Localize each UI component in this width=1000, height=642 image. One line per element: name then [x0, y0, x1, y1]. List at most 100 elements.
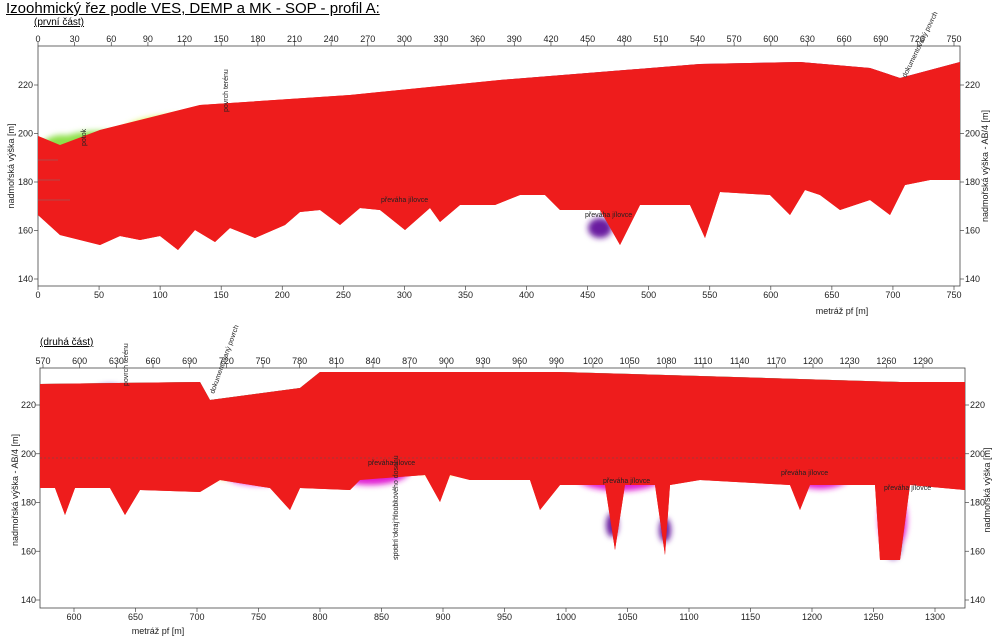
panel1-ylabel-left: nadmořská výška [m]	[6, 123, 16, 208]
panel2-top-tick-label: 660	[145, 356, 160, 366]
panel1-top-tick-label: 450	[580, 34, 595, 44]
panel2-yleft-tick-label: 180	[21, 498, 36, 508]
panel1-top-tick-label: 90	[143, 34, 153, 44]
panel1-bottom-axis: 0 50 100 150 200 250 300 350 400 450 500 550 600 650 7…	[35, 286, 962, 300]
panel2-ann-depth-limit: spodní okraj hloubkového dosahu	[393, 455, 400, 560]
panel2-top-tick-label: 1020	[583, 356, 603, 366]
panel1-ann-stream: potok	[81, 128, 88, 146]
panel2-right-y-axis: 140 160 180 200 220	[965, 400, 985, 605]
panel1-top-tick-label: 30	[70, 34, 80, 44]
panel1-bottom-tick-label: 150	[214, 290, 229, 300]
panel1-top-tick-label: 510	[653, 34, 668, 44]
panel1-bottom-tick-label: 350	[458, 290, 473, 300]
panel2-bottom-axis: 600 650 700 750 800 850 900 950 1000 1050 1100 1150…	[66, 608, 945, 622]
panel2-bottom-tick-label: 750	[251, 612, 266, 622]
panel2-yright-tick-label: 160	[970, 546, 985, 556]
panel1-yright-tick-label: 180	[965, 177, 980, 187]
panel2-top-tick-label: 690	[182, 356, 197, 366]
panel2-yleft-tick-label: 160	[21, 546, 36, 556]
panel2-top-tick-label: 960	[512, 356, 527, 366]
panel1-top-tick-label: 390	[507, 34, 522, 44]
panel1-ylabel-right: nadmořská výška - AB/4 [m]	[980, 110, 990, 222]
panel2-top-tick-label: 930	[475, 356, 490, 366]
panel1-yleft-tick-label: 220	[18, 80, 33, 90]
panel2-bottom-tick-label: 950	[497, 612, 512, 622]
panel1-ann-claystone-2: převáha jílovce	[585, 212, 632, 219]
panel1-bottom-tick-label: 500	[641, 290, 656, 300]
panel1-top-tick-label: 210	[287, 34, 302, 44]
panel1-top-tick-label: 540	[690, 34, 705, 44]
panel2-top-tick-label: 1080	[656, 356, 676, 366]
panel2-subtitle: (druhá část)	[40, 337, 94, 348]
panel1-top-tick-label: 330	[434, 34, 449, 44]
panel2-top-tick-label: 810	[329, 356, 344, 366]
panel1-top-tick-label: 720	[910, 34, 925, 44]
panel2-top-tick-label: 570	[35, 356, 50, 366]
panel2-ann-claystone-3: převáha jílovce	[781, 470, 828, 477]
panel2-ann-claystone-4: převáha jílovce	[884, 485, 931, 492]
panel1-top-tick-label: 600	[763, 34, 778, 44]
panel1-bottom-tick-label: 450	[580, 290, 595, 300]
panel1-top-tick-label: 150	[214, 34, 229, 44]
panel2-yright-tick-label: 180	[970, 498, 985, 508]
panel2-bottom-tick-label: 850	[374, 612, 389, 622]
panel2-top-tick-label: 870	[402, 356, 417, 366]
panel1-top-tick-label: 690	[873, 34, 888, 44]
panel1-yleft-tick-label: 160	[18, 226, 33, 236]
panel2-yright-tick-label: 140	[970, 595, 985, 605]
panel1-yright-tick-label: 160	[965, 226, 980, 236]
panel1-bottom-tick-label: 250	[336, 290, 351, 300]
panel2-top-tick-label: 1200	[803, 356, 823, 366]
panel2-top-tick-label: 990	[549, 356, 564, 366]
panel1-subtitle: (první část)	[34, 17, 85, 28]
panel2-bottom-tick-label: 1000	[556, 612, 576, 622]
panel1-top-axis: 0 30 60 90 120 150 180 210 240 270 300 330 360 390 420…	[35, 34, 962, 46]
panel2-top-tick-label: 1140	[730, 356, 749, 366]
panel1-yleft-tick-label: 200	[18, 129, 33, 139]
panel1-bottom-tick-label: 300	[397, 290, 412, 300]
panel2-section: převáha jílovce převáha jílovce převáha …	[10, 324, 992, 636]
panel1-top-tick-label: 300	[397, 34, 412, 44]
panel1-bottom-tick-label: 700	[885, 290, 900, 300]
panel1-yleft-tick-label: 140	[18, 274, 33, 284]
panel2-top-tick-label: 1170	[767, 356, 786, 366]
panel2-xlabel: metráž pf [m]	[132, 626, 185, 636]
panel2-top-tick-label: 630	[109, 356, 124, 366]
panel1-bottom-tick-label: 50	[94, 290, 104, 300]
panel2-ann-terrain: povrch terénu	[123, 343, 130, 386]
panel1-bottom-tick-label: 0	[35, 290, 40, 300]
panel1-yright-tick-label: 200	[965, 129, 980, 139]
panel1-bottom-tick-label: 400	[519, 290, 534, 300]
panel2-top-tick-label: 720	[219, 356, 234, 366]
panel1-bottom-tick-label: 200	[275, 290, 290, 300]
panel2-bottom-tick-label: 1250	[863, 612, 883, 622]
panel2-ylabel-left: nadmořská výška - AB/4 [m]	[10, 434, 20, 546]
panel2-top-tick-label: 1110	[694, 356, 713, 366]
panel1-top-tick-label: 60	[106, 34, 116, 44]
panel2-bottom-tick-label: 600	[66, 612, 81, 622]
panel2-ylabel-right: nadmořská výška [m]	[982, 447, 992, 532]
panel2-yleft-tick-label: 200	[21, 449, 36, 459]
panel2-left-y-axis: 140 160 180 200 220	[21, 400, 40, 605]
panel1-top-tick-label: 750	[946, 34, 961, 44]
panel2-bottom-tick-label: 900	[435, 612, 450, 622]
panel1-top-tick-label: 0	[35, 34, 40, 44]
panel2-top-tick-label: 780	[292, 356, 307, 366]
panel1-bottom-tick-label: 750	[946, 290, 961, 300]
panel2-yright-tick-label: 200	[970, 449, 985, 459]
panel1-top-tick-label: 240	[324, 34, 339, 44]
panel1-left-edge-lines	[38, 159, 70, 201]
panel1-yleft-tick-label: 180	[18, 177, 33, 187]
panel1-top-tick-label: 420	[543, 34, 558, 44]
panel2-top-axis: 570 600 630 660 690 720 750 780 810 840 870 900 930 9…	[35, 356, 933, 368]
panel1-ann-claystone-1: převáha jílovce	[381, 197, 428, 204]
panel2-bottom-tick-label: 1150	[741, 612, 760, 622]
panel1-top-tick-label: 180	[250, 34, 265, 44]
panel2-bottom-tick-label: 1100	[679, 612, 698, 622]
panel2-top-tick-label: 750	[255, 356, 270, 366]
panel2-bottom-tick-label: 650	[128, 612, 143, 622]
panel1-top-tick-label: 270	[360, 34, 375, 44]
panel2-top-tick-label: 840	[365, 356, 380, 366]
panel1-top-tick-label: 120	[177, 34, 192, 44]
